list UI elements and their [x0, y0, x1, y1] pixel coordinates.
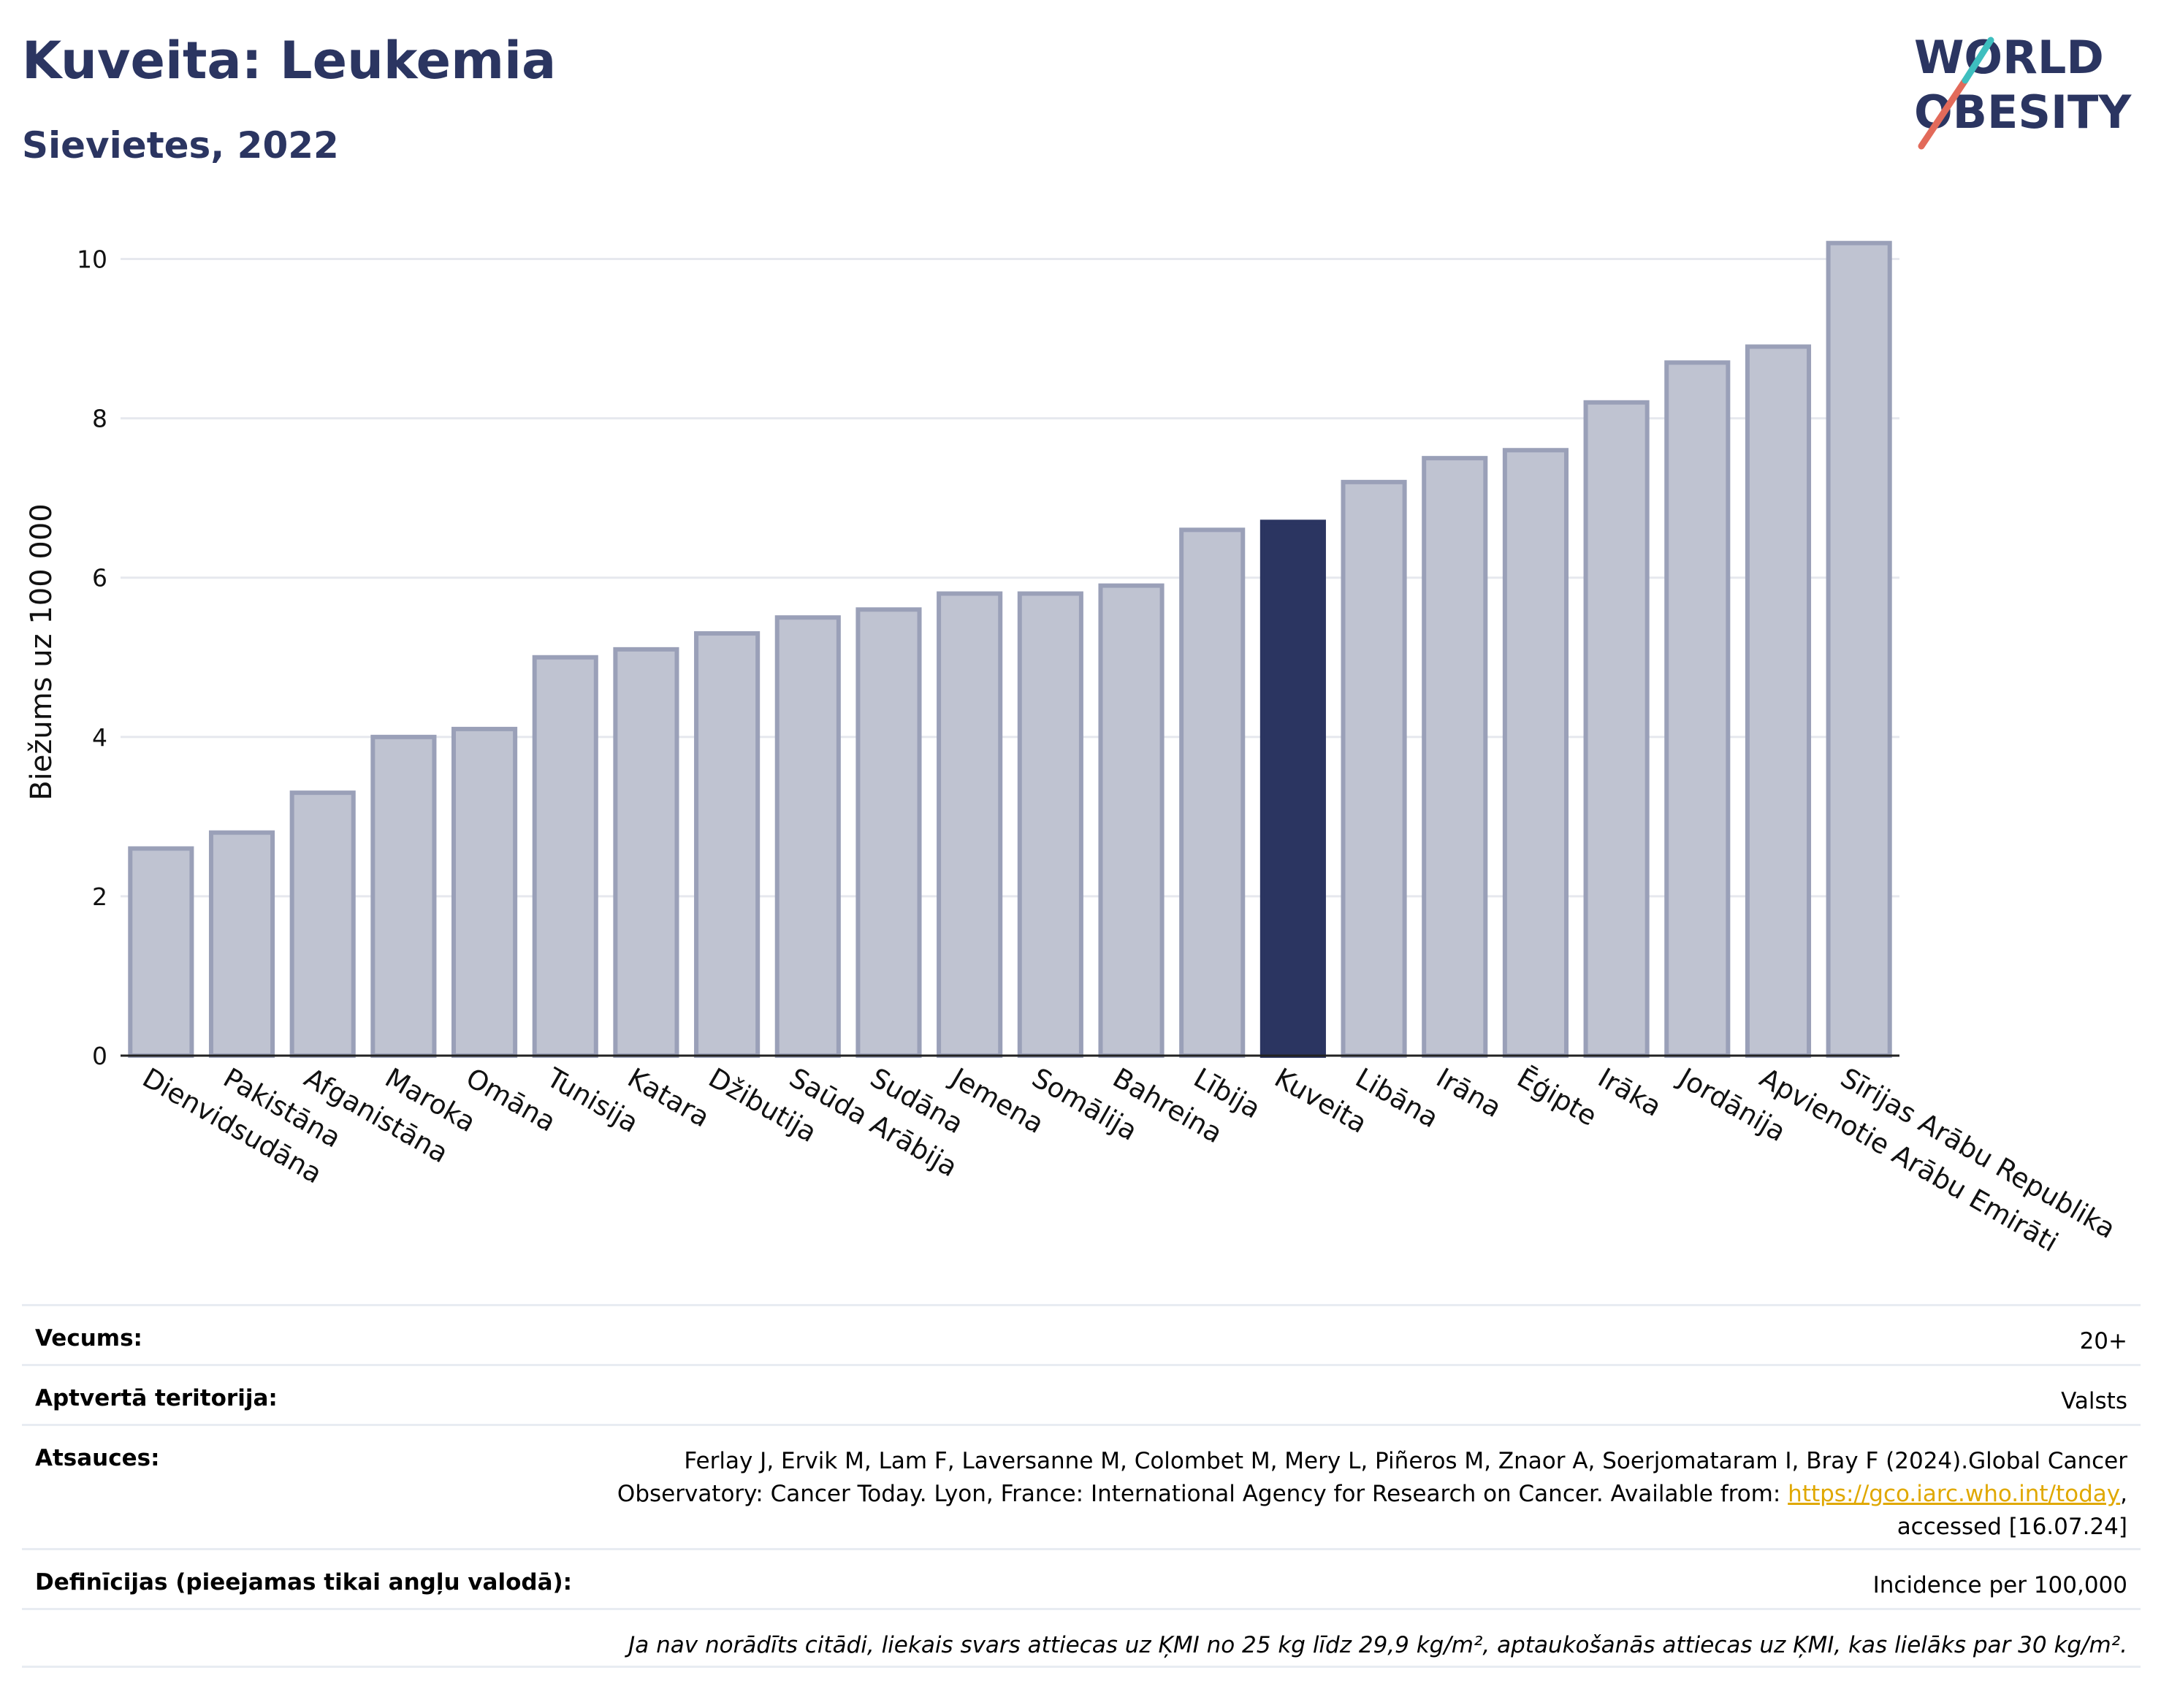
x-tick-label: Irāna: [1431, 1062, 1507, 1124]
info-row-definitions: Definīcijas (pieejamas tikai angļu valod…: [22, 1548, 2141, 1608]
y-tick-label: 8: [92, 405, 107, 433]
sources-link[interactable]: https://gco.iarc.who.int/today: [1788, 1480, 2121, 1507]
bar: [289, 790, 356, 1059]
bar: [208, 830, 275, 1059]
x-tick-label: Tunisija: [541, 1061, 644, 1139]
logo-line-1: WORLD: [1914, 31, 2104, 84]
x-tick-label: Ēģipte: [1512, 1062, 1602, 1132]
bar: [1179, 527, 1246, 1058]
info-table: Vecums: 20+ Aptvertā teritorija: Valsts …: [22, 1304, 2141, 1668]
logo-line-2: OBESITY: [1914, 85, 2132, 139]
y-tick-label: 4: [92, 723, 107, 752]
bar: [937, 591, 1003, 1058]
y-tick-label: 6: [92, 564, 107, 592]
info-row-territory: Aptvertā teritorija: Valsts: [22, 1364, 2141, 1424]
bar: [1664, 360, 1731, 1059]
info-row-sources: Atsauces: Ferlay J, Ervik M, Lam F, Lave…: [22, 1424, 2141, 1548]
age-label: Vecums:: [35, 1325, 142, 1351]
logo-slash-teal: [1962, 37, 1994, 84]
bar: [1826, 240, 1892, 1059]
obesity-note: Ja nav norādīts citādi, liekais svars at…: [628, 1632, 2127, 1658]
x-tick-label: Kuveita: [1269, 1062, 1372, 1140]
bar: [128, 846, 194, 1058]
bar: [774, 615, 841, 1058]
sources-line-2-end: ,: [2120, 1480, 2127, 1507]
chart-subtitle: Sievietes, 2022: [22, 124, 339, 167]
sources-label: Atsauces:: [35, 1445, 160, 1471]
sources-line-1: Ferlay J, Ervik M, Lam F, Laversanne M, …: [684, 1448, 2127, 1474]
bar: [451, 726, 518, 1059]
bar: [1502, 448, 1569, 1058]
info-row-note: Ja nav norādīts citādi, liekais svars at…: [22, 1608, 2141, 1668]
x-tick-label: Omāna: [461, 1062, 562, 1138]
bar: [855, 607, 922, 1058]
bar: [1745, 344, 1812, 1058]
territory-label: Aptvertā teritorija:: [35, 1385, 278, 1411]
y-axis-title: Biežums uz 100 000: [25, 503, 58, 801]
y-tick-label: 2: [92, 882, 107, 911]
definitions-label: Definīcijas (pieejamas tikai angļu valod…: [35, 1569, 573, 1595]
y-tick-label: 0: [92, 1042, 107, 1070]
definitions-value: Incidence per 100,000: [1872, 1572, 2127, 1598]
territory-value: Valsts: [2061, 1388, 2127, 1414]
y-tick-label: 10: [77, 245, 107, 274]
bar-highlighted: [1259, 519, 1326, 1058]
bar-chart: 0 2 4 6 8 10 DienvidsudānaPakistānaAfganistān…: [25, 240, 2121, 1259]
bar: [532, 655, 598, 1058]
sources-value: Ferlay J, Ervik M, Lam F, Laversanne M, …: [617, 1445, 2127, 1544]
bar: [370, 734, 437, 1058]
sources-line-2: Observatory: Cancer Today. Lyon, France:…: [617, 1480, 1788, 1507]
y-axis-ticks: 0 2 4 6 8 10: [77, 245, 107, 1070]
bars: [128, 240, 1892, 1059]
info-row-age: Vecums: 20+: [22, 1304, 2141, 1364]
bar: [1341, 479, 1407, 1059]
bar: [1422, 456, 1488, 1058]
bar: [613, 647, 679, 1058]
bar: [694, 631, 761, 1058]
logo-slash-red: [1918, 77, 1969, 150]
x-tick-label: Jemena: [945, 1061, 1049, 1140]
world-obesity-logo: WORLD OBESITY: [1914, 31, 2132, 150]
bar: [1017, 591, 1083, 1058]
chart-title: Kuveita: Leukemia: [22, 31, 557, 91]
sources-line-3: accessed [16.07.24]: [1897, 1513, 2127, 1540]
bar: [1098, 583, 1165, 1058]
x-axis-labels: DienvidsudānaPakistānaAfganistānaMarokaO…: [137, 1061, 2121, 1259]
age-value: 20+: [2079, 1328, 2127, 1354]
bar: [1583, 400, 1650, 1058]
x-tick-label: Irāka: [1593, 1062, 1666, 1123]
